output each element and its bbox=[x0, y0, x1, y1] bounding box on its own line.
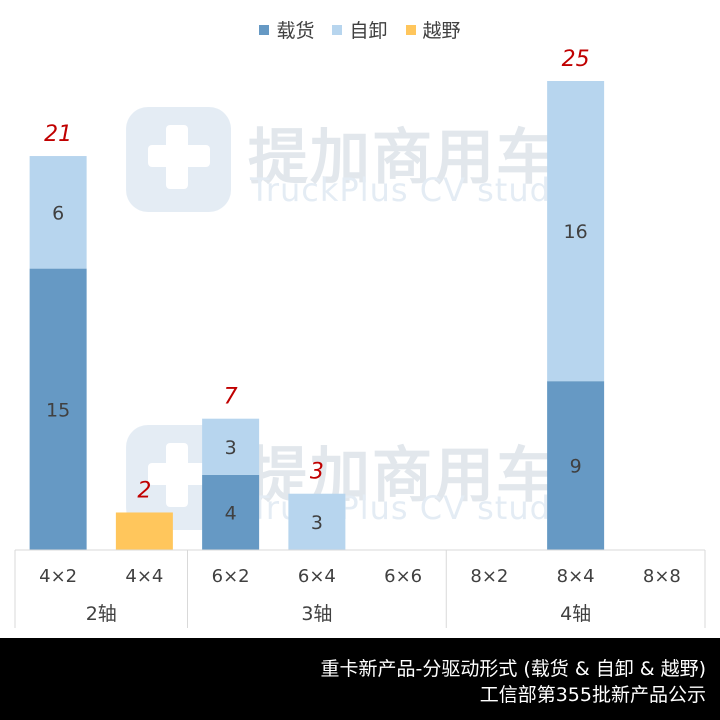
segment-label: 6 bbox=[52, 202, 64, 224]
segment-label: 16 bbox=[564, 221, 588, 243]
category-label: 4×4 bbox=[125, 566, 163, 587]
total-label: 7 bbox=[224, 385, 238, 410]
legend-swatch bbox=[332, 24, 343, 35]
footer-title: 重卡新产品-分驱动形式 (载货 & 自卸 & 越野) bbox=[320, 658, 706, 680]
bar-segment bbox=[202, 418, 260, 475]
segment-label: 3 bbox=[225, 437, 237, 459]
segment-label: 9 bbox=[570, 456, 582, 478]
bar-segment bbox=[29, 156, 87, 269]
segment-label: 3 bbox=[311, 512, 323, 534]
group-label: 2轴 bbox=[86, 603, 117, 625]
legend-item: 载货 bbox=[259, 16, 314, 43]
group-label: 4轴 bbox=[560, 603, 591, 625]
bar-segment bbox=[115, 512, 173, 550]
legend-item: 自卸 bbox=[332, 16, 388, 43]
total-label: 2 bbox=[137, 478, 151, 503]
chart-legend: 载货 自卸 越野 bbox=[0, 16, 720, 43]
category-label: 6×4 bbox=[298, 566, 336, 587]
category-label: 8×2 bbox=[470, 566, 508, 587]
footer-subtitle: 工信部第355批新产品公示 bbox=[479, 684, 706, 706]
footer-banner: 重卡新产品-分驱动形式 (载货 & 自卸 & 越野) 工信部第355批新产品公示 bbox=[0, 638, 720, 720]
legend-label: 越野 bbox=[422, 20, 461, 42]
category-label: 8×4 bbox=[557, 566, 595, 587]
stacked-bar-chart: 15 6 21 2 4 3 7 3 3 9 16 25 2轴 3轴 4轴 4×2 4×4 6×2 6×4 6×6 8×2… bbox=[14, 47, 706, 628]
legend-label: 载货 bbox=[276, 20, 315, 42]
total-label: 21 bbox=[44, 122, 72, 147]
category-label: 8×8 bbox=[643, 566, 681, 587]
bar-segment bbox=[547, 81, 605, 382]
segment-label: 15 bbox=[46, 399, 70, 421]
legend-swatch bbox=[259, 24, 270, 35]
category-label: 4×2 bbox=[39, 566, 77, 587]
category-label: 6×2 bbox=[212, 566, 250, 587]
legend-item: 越野 bbox=[405, 16, 461, 43]
legend-swatch bbox=[405, 24, 416, 35]
group-label: 3轴 bbox=[301, 603, 332, 625]
total-label: 3 bbox=[310, 460, 324, 485]
segment-label: 4 bbox=[225, 502, 237, 524]
bar-segment bbox=[547, 381, 605, 550]
bar-segment bbox=[202, 474, 260, 550]
bar-segment bbox=[288, 493, 346, 550]
category-label: 6×6 bbox=[384, 566, 422, 587]
total-label: 25 bbox=[562, 47, 590, 72]
legend-label: 自卸 bbox=[349, 20, 388, 42]
bar-segment bbox=[29, 268, 87, 550]
